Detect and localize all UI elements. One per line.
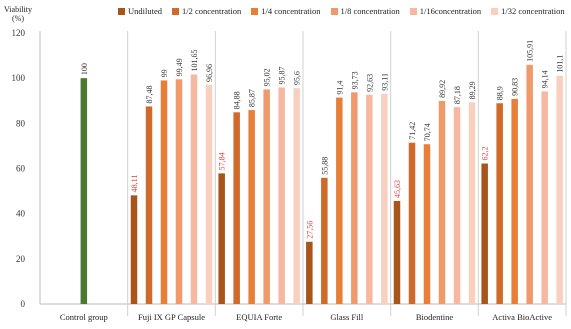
- data-label: 101,1: [556, 55, 565, 73]
- legend-swatch: [491, 7, 499, 15]
- bar: [130, 195, 138, 304]
- data-label: 70,74: [423, 123, 432, 141]
- data-label: 87,48: [145, 85, 154, 103]
- bar: [336, 97, 343, 304]
- legend-item-undiluted: Undiluted: [118, 6, 162, 16]
- data-label: 90,83: [511, 78, 520, 96]
- bar: [278, 87, 285, 304]
- legend-item-thirtysecond: 1/32 concentration: [491, 6, 565, 16]
- legend-item-quarter: 1/4 concentration: [251, 6, 321, 16]
- y-tick-label: 100: [12, 73, 26, 83]
- bar: [175, 79, 183, 304]
- bar: [233, 112, 240, 304]
- bar: [423, 144, 431, 304]
- data-label: 48,11: [130, 175, 139, 193]
- bar: [511, 98, 518, 304]
- bar: [393, 200, 401, 304]
- x-tick-label: EQUIA Forte: [236, 312, 282, 322]
- legend-label: 1/32 concentration: [501, 6, 565, 16]
- data-label: 93,73: [350, 71, 359, 89]
- data-label: 99: [160, 69, 169, 77]
- bar: [408, 142, 416, 304]
- legend-swatch: [330, 7, 338, 15]
- y-tick-label: 0: [21, 299, 26, 309]
- data-label: 95,87: [278, 66, 287, 84]
- y-tick-label: 40: [16, 209, 26, 219]
- data-label: 95,6: [293, 71, 302, 85]
- bar: [526, 64, 533, 304]
- bar: [496, 103, 503, 305]
- bar: [381, 93, 388, 304]
- bar: [556, 75, 563, 305]
- bar: [263, 89, 270, 304]
- data-label: 45,63: [393, 180, 402, 198]
- data-label: 89,92: [438, 80, 447, 98]
- bar: [541, 91, 548, 304]
- bar: [366, 94, 373, 305]
- data-label: 92,63: [365, 74, 374, 92]
- bar: [351, 92, 358, 304]
- legend-item-sixteenth: 1/16concentration: [409, 6, 482, 16]
- y-tick-label: 20: [16, 254, 26, 264]
- legend-item-half: 1/2 concentration: [172, 6, 241, 16]
- bar: [438, 100, 446, 304]
- data-label: 99,49: [175, 58, 184, 76]
- data-label: 100: [80, 63, 89, 75]
- legend-item-eighth: 1/8 concentration: [330, 6, 400, 16]
- x-tick-label: Activa BioActive: [492, 312, 552, 322]
- legend-swatch: [118, 7, 125, 15]
- data-label: 55,88: [320, 157, 329, 175]
- data-label: 62,2: [481, 147, 490, 161]
- data-label: 94,14: [541, 70, 550, 88]
- bar: [306, 241, 313, 304]
- legend-label: 1/16concentration: [419, 6, 482, 16]
- bar: [468, 102, 476, 304]
- bar: [453, 107, 461, 304]
- data-label: 105,91: [526, 40, 535, 62]
- x-tick-label: Glass Fill: [330, 312, 363, 322]
- x-tick-label: Biodentine: [416, 312, 454, 322]
- data-label: 88,9: [496, 86, 505, 100]
- data-label: 91,4: [335, 81, 344, 95]
- bar: [321, 177, 328, 304]
- y-axis-unit: (%): [12, 14, 24, 23]
- bar: [145, 106, 153, 304]
- legend-swatch: [409, 7, 417, 15]
- legend-label: 1/2 concentration: [182, 6, 242, 16]
- bar: [293, 88, 300, 304]
- data-label: 84,88: [233, 91, 242, 109]
- legend-label: 1/4 concentration: [261, 6, 321, 16]
- y-tick-label: 60: [16, 164, 26, 174]
- data-label: 87,18: [453, 86, 462, 104]
- data-label: 93,11: [380, 73, 389, 91]
- bar: [205, 85, 213, 304]
- data-label: 89,29: [468, 81, 477, 99]
- y-axis-title: Viability: [4, 5, 32, 14]
- bar: [481, 163, 488, 304]
- bar: [248, 110, 255, 304]
- y-tick-label: 120: [12, 28, 26, 38]
- data-label: 27,56: [305, 221, 314, 239]
- legend-label: Undiluted: [128, 6, 162, 16]
- bar: [218, 173, 225, 304]
- legend-label: 1/8 concentration: [340, 6, 400, 16]
- data-label: 101,65: [190, 49, 199, 71]
- bar: [80, 78, 88, 305]
- x-tick-label: Fuji IX GP Capsule: [138, 312, 205, 322]
- data-label: 96,96: [205, 64, 214, 82]
- legend-swatch: [251, 7, 259, 15]
- data-label: 85,87: [248, 89, 257, 107]
- x-tick-label: Control group: [60, 312, 108, 322]
- y-tick-label: 80: [16, 118, 26, 128]
- data-label: 71,42: [408, 122, 417, 140]
- legend: Undiluted 1/2 concentration 1/4 concentr…: [118, 6, 565, 16]
- data-label: 95,02: [263, 68, 272, 86]
- legend-swatch: [172, 7, 179, 15]
- data-label: 57,84: [218, 152, 227, 170]
- bar: [190, 74, 198, 304]
- bar: [160, 80, 168, 304]
